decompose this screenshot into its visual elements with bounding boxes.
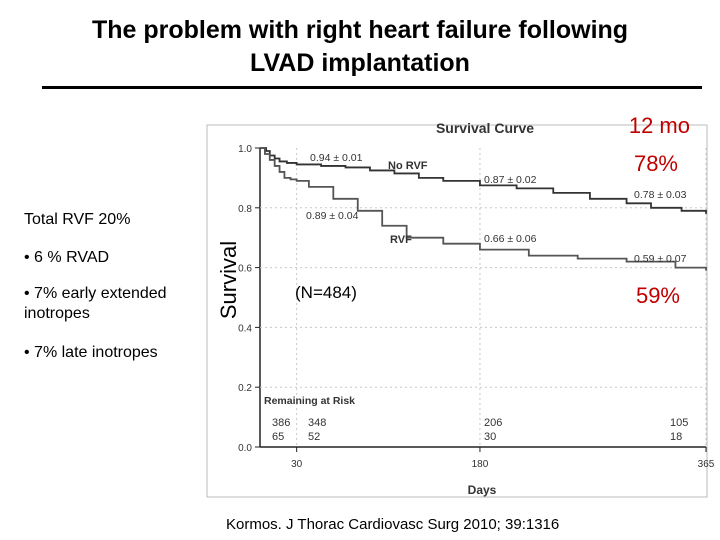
total-rvf-text: Total RVF 20% [24,211,131,228]
risk-rvf-30: 52 [308,431,320,443]
chart-border [206,124,708,498]
y-tick-label-1: 0.2 [238,383,252,394]
risk-rvf-365: 18 [670,431,682,443]
y-axis-label: Survival [216,241,241,319]
overlay-n-label: (N=484) [295,283,357,302]
x-tick-label-0: 30 [291,459,303,470]
y-tick-label-2: 0.4 [238,323,252,334]
risk-table-title: Remaining at Risk [264,395,355,407]
x-tick-label-1: 180 [472,459,489,470]
bullet-early-inotropes: • 7% early extended inotropes [24,285,167,322]
risk-rvf-0: 65 [272,431,284,443]
title-line-2: LVAD implantation [250,49,470,77]
overlay-rvf-percent: 59% [636,283,680,308]
risk-no-rvf-30: 348 [308,417,326,429]
series-line-no-rvf [260,147,707,214]
y-tick-label-3: 0.6 [238,264,252,275]
bullet-late-inotropes: • 7% late inotropes [24,344,158,361]
annotation-rvf-365: 0.59 ± 0.07 [634,253,687,265]
risk-no-rvf-365: 105 [670,417,688,429]
series-label-no-rvf: No RVF [388,160,428,172]
x-ticks: 30 180 365 [291,447,715,470]
title-underline [42,86,702,89]
series-label-rvf: RVF [390,234,412,246]
overlay-no-rvf-percent: 78% [634,151,678,176]
y-tick-label-5: 1.0 [238,144,252,155]
overlay-12-months: 12 mo [629,113,690,138]
bullet-rvad: • 6 % RVAD [24,249,110,266]
slide-title: The problem with right heart failure fol… [60,14,660,80]
y-tick-label-0: 0.0 [238,443,252,454]
y-tick-label-4: 0.8 [238,204,252,215]
annotation-no-rvf-365: 0.78 ± 0.03 [634,189,687,201]
citation: Kormos. J Thorac Cardiovasc Surg 2010; 3… [226,516,560,533]
x-tick-label-2: 365 [698,459,715,470]
series-lines [260,147,707,271]
risk-no-rvf-0: 386 [272,417,290,429]
risk-no-rvf-180: 206 [484,417,502,429]
annotation-no-rvf-30: 0.94 ± 0.01 [310,152,363,164]
title-line-1: The problem with right heart failure fol… [91,16,629,44]
series-line-rvf [260,147,707,271]
annotation-rvf-30: 0.89 ± 0.04 [306,210,359,222]
annotation-rvf-180: 0.66 ± 0.06 [484,233,537,245]
annotation-no-rvf-180: 0.87 ± 0.02 [484,174,537,186]
chart-title: Survival Curve [436,120,534,136]
x-axis-label: Days [468,483,497,497]
grid-lines [260,148,707,447]
y-ticks: 0.0 0.2 0.4 0.6 0.8 1.0 [238,144,260,454]
risk-rvf-180: 30 [484,431,496,443]
